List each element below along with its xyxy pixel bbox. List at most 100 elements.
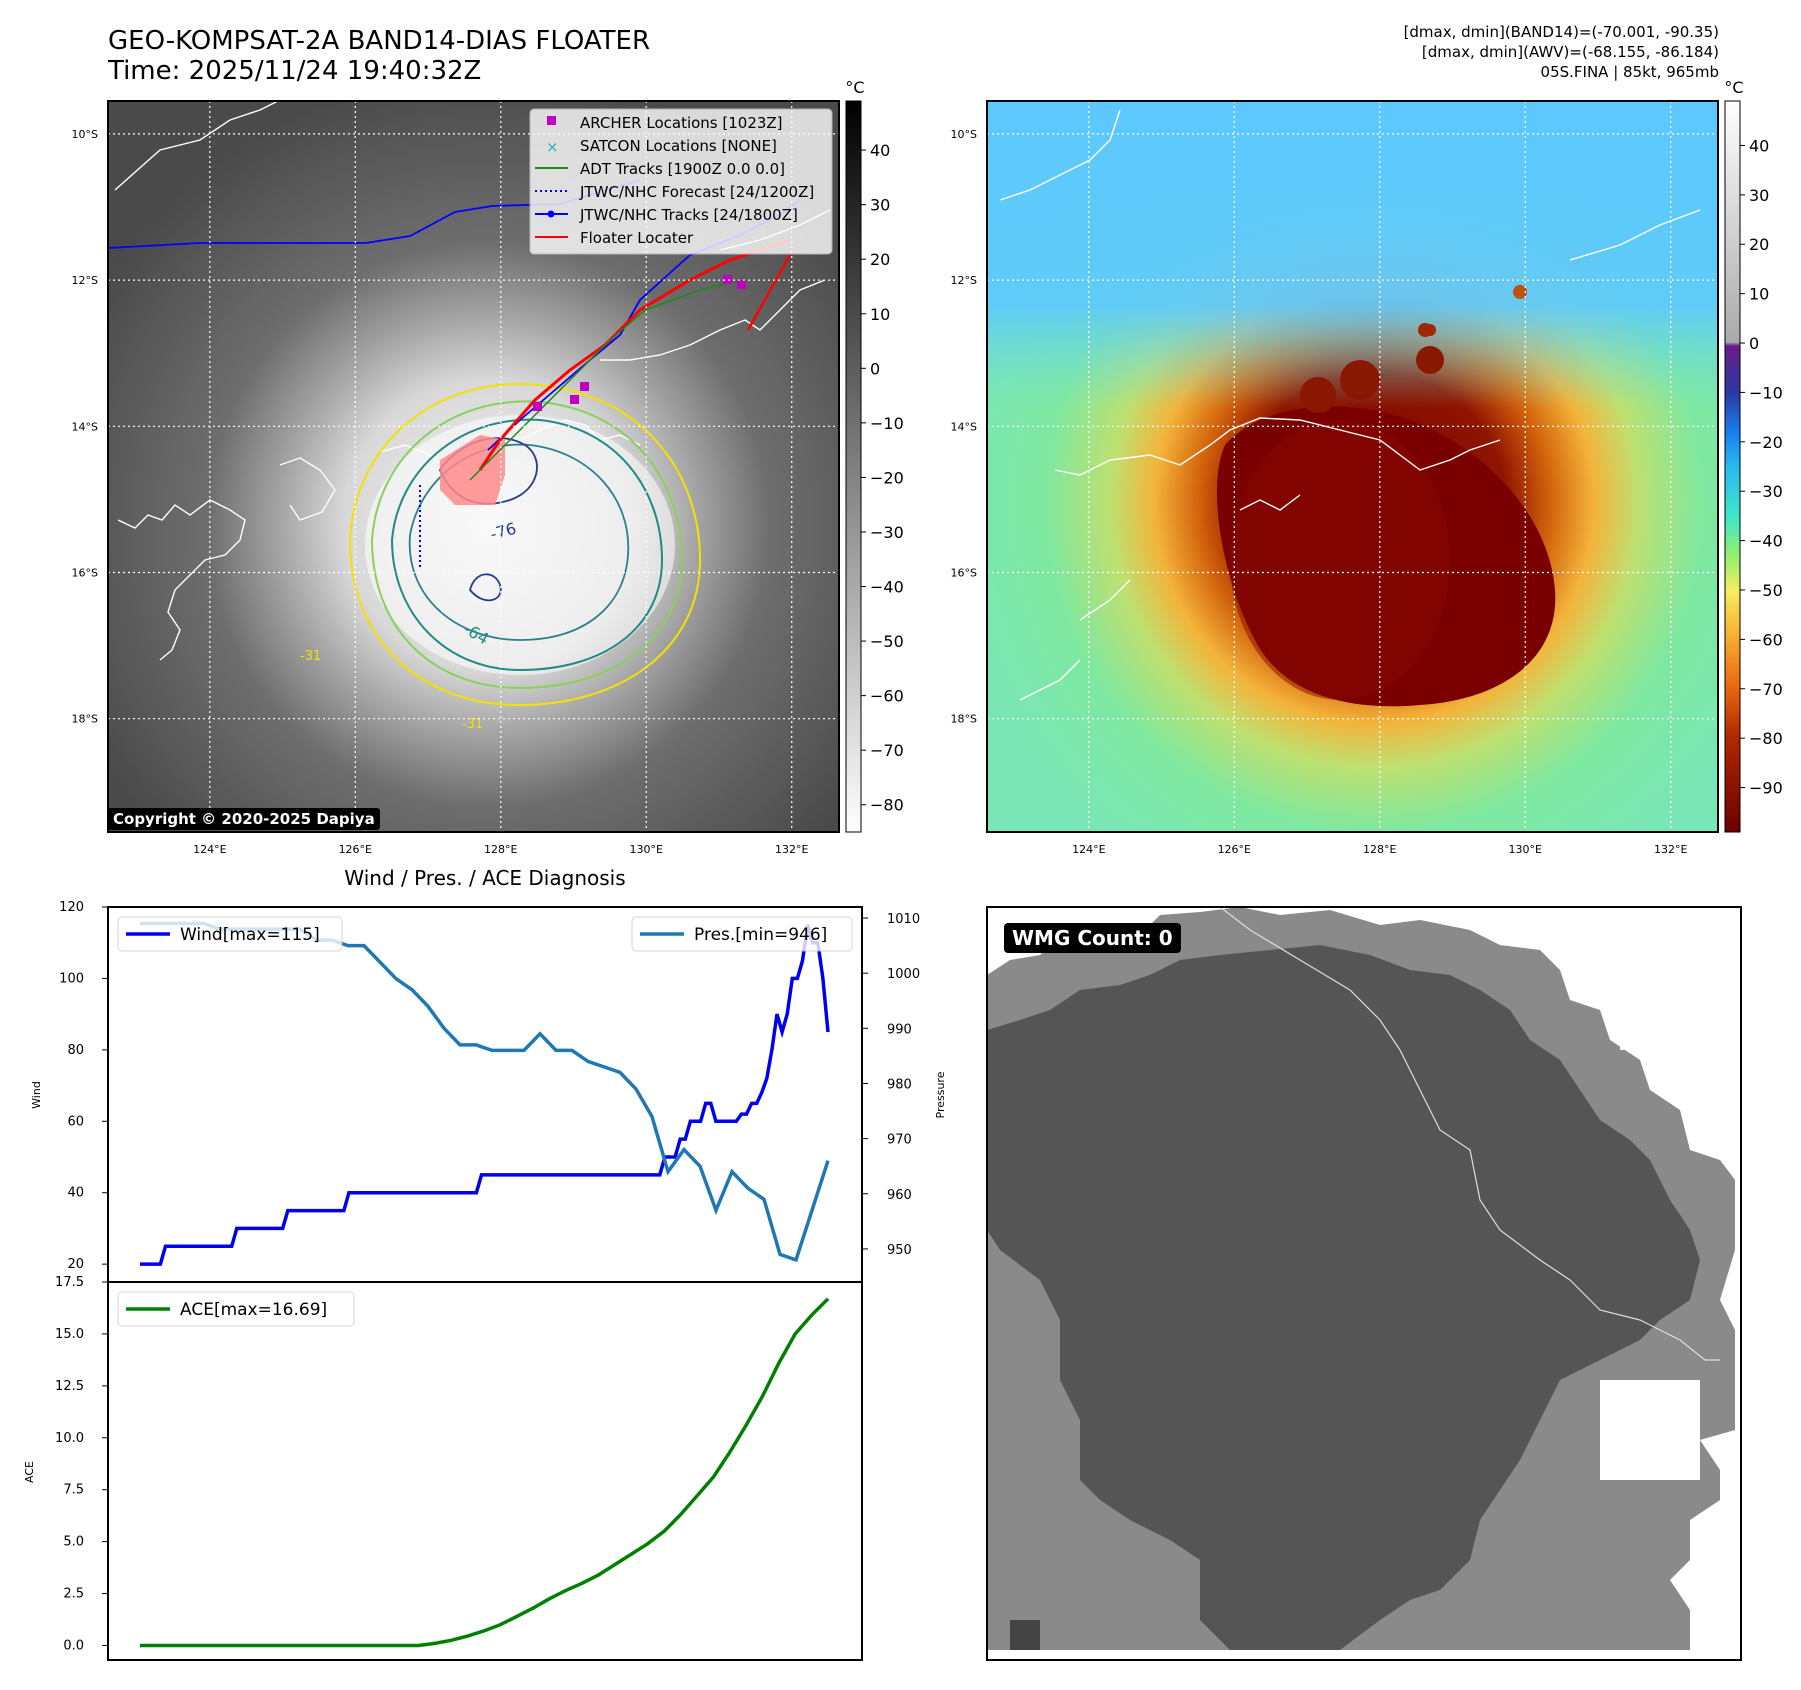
wind-tick-label: 120 <box>59 900 84 915</box>
ace-tick-label: 17.5 <box>55 1275 84 1290</box>
colorbar-tick-label: 20 <box>1749 235 1769 254</box>
wind-pressure-frame <box>107 906 863 1283</box>
colorbar-tick-label: 40 <box>1749 136 1769 155</box>
wmg-frame <box>986 906 1742 1661</box>
info-line-3: 05S.FINA | 85kt, 965mb <box>1540 63 1719 81</box>
wind-legend-label: Wind[max=115] <box>180 925 320 945</box>
wind-tick-label: 20 <box>67 1257 84 1272</box>
ir-contour-inner <box>390 418 664 672</box>
colorbar-tick-label: 30 <box>1749 186 1769 205</box>
awv-map-frame <box>986 100 1719 833</box>
ir-map-panel: -76 -64 -31 -31 10°S12°S14°S16°S18°S 124… <box>72 100 840 856</box>
wind-tick-label: 40 <box>67 1186 84 1201</box>
pressure-tick-label: 970 <box>887 1133 912 1148</box>
archer-location-marker <box>723 275 732 284</box>
legend-archer-label: ARCHER Locations [1023Z] <box>580 114 783 132</box>
legend-track-label: JTWC/NHC Tracks [24/1800Z] <box>579 206 798 224</box>
lat-tick-label: 10°S <box>951 128 977 141</box>
ace-series-line <box>140 1297 830 1648</box>
wmg-clear-patch <box>1620 990 1700 1050</box>
wmg-dark-region <box>987 945 1700 1650</box>
awv-coastline <box>999 109 1701 701</box>
lat-tick-label: 10°S <box>72 128 98 141</box>
awv-map-panel: 10°S 12°S 14°S 16°S 18°S 124°E 126°E 128°E 130°… <box>951 100 1719 856</box>
legend-adt-label: ADT Tracks [1900Z 0.0 0.0] <box>580 160 785 178</box>
wmg-coastline <box>1219 906 1720 1361</box>
colorbar-tick-label: −60 <box>870 687 904 706</box>
pressure-tick-label: 950 <box>887 1243 912 1258</box>
lon-tick-label: 128°E <box>1363 843 1396 856</box>
wind-legend: Wind[max=115] <box>117 916 343 952</box>
band14-colorbar: °C 40 30 20 10 0 −10 −20 −30 −40 −50 −60 −70 −80 <box>845 78 904 833</box>
title-line-2: Time: 2025/11/24 19:40:32Z <box>108 56 482 86</box>
awv-convective-blob <box>1513 285 1527 299</box>
lat-tick-label: 14°S <box>951 420 977 433</box>
archer-location-marker <box>570 395 579 404</box>
ace-tick-label: 12.5 <box>55 1379 84 1394</box>
lat-tick-label: 12°S <box>951 274 977 287</box>
colorbar-tick-label: −50 <box>1749 581 1783 600</box>
ir-contour-mid <box>370 400 684 690</box>
title-line-1: GEO-KOMPSAT-2A BAND14-DIAS FLOATER <box>108 26 651 56</box>
awv-convective-blob <box>1340 360 1380 400</box>
lon-tick-label: 132°E <box>775 843 808 856</box>
ace-legend-label: ACE[max=16.69] <box>180 1300 327 1320</box>
pressure-legend-box <box>631 916 853 952</box>
wind-series-line <box>140 924 830 1266</box>
ace-tick-label: 2.5 <box>63 1587 84 1602</box>
ace-legend-box <box>117 1291 355 1327</box>
ace-tick-label: 0.0 <box>63 1638 84 1653</box>
lat-tick-label: 16°S <box>951 566 977 579</box>
colorbar-tick-label: 40 <box>870 141 890 160</box>
wmg-clear-patch <box>1600 1380 1700 1480</box>
wind-legend-box <box>117 916 343 952</box>
ace-tick-label: 5.0 <box>63 1535 84 1550</box>
lat-tick-label: 18°S <box>951 713 977 726</box>
pressure-legend: Pres.[min=946] <box>631 916 853 952</box>
lon-tick-label: 128°E <box>484 843 517 856</box>
ace-tick-label: 15.0 <box>55 1327 84 1342</box>
pressure-axis-label: Pressure <box>934 1071 947 1118</box>
colorbar-tick-label: −40 <box>870 578 904 597</box>
ir-contour-label-31b: -31 <box>462 717 483 732</box>
colorbar-tick-label: 10 <box>870 305 890 324</box>
ace-frame <box>107 1281 863 1661</box>
colorbar-tick-label: 30 <box>870 196 890 215</box>
awv-convective-blob <box>1424 324 1436 336</box>
wind-axis-label: Wind <box>30 1081 43 1109</box>
colorbar-tick-label: −60 <box>1749 630 1783 649</box>
ace-axis-label: ACE <box>23 1461 36 1483</box>
colorbar-tick-label: −30 <box>1749 482 1783 501</box>
pressure-tick-label: 990 <box>887 1022 912 1037</box>
ace-tick-label: 7.5 <box>63 1483 84 1498</box>
lat-tick-label: 18°S <box>72 713 98 726</box>
lon-tick-label: 126°E <box>1218 843 1251 856</box>
band14-colorbar-unit: °C <box>845 78 864 97</box>
wmg-count-badge: WMG Count: 0 <box>1004 923 1181 953</box>
archer-location-marker <box>737 280 746 289</box>
wind-pressure-chart: 120 100 80 60 40 20 1010 1000 990 980 970 960 950 W… <box>30 900 947 1283</box>
wind-tick-label: 60 <box>67 1114 84 1129</box>
ace-legend: ACE[max=16.69] <box>117 1291 355 1327</box>
colorbar-tick-label: −20 <box>1749 433 1783 452</box>
colorbar-tick-label: 0 <box>1749 334 1759 353</box>
awv-convective-blob <box>1416 346 1444 374</box>
colorbar-tick-label: −50 <box>870 632 904 651</box>
wind-tick-label: 100 <box>59 971 84 986</box>
lon-tick-label: 124°E <box>1072 843 1105 856</box>
ir-contour-label-31a: -31 <box>300 649 321 664</box>
lat-tick-label: 16°S <box>72 566 98 579</box>
lon-tick-label: 132°E <box>1654 843 1687 856</box>
ace-chart: 17.5 15.0 12.5 10.0 7.5 5.0 2.5 0.0 ACE ACE[max… <box>23 1275 863 1661</box>
colorbar-tick-label: −20 <box>870 468 904 487</box>
pressure-tick-label: 1000 <box>887 967 920 982</box>
colorbar-tick-label: −90 <box>1749 779 1783 798</box>
colorbar-tick-label: 0 <box>870 359 880 378</box>
lon-tick-label: 130°E <box>630 843 663 856</box>
ace-tick-label: 10.0 <box>55 1431 84 1446</box>
copyright-badge: Copyright © 2020-2025 Dapiya <box>108 808 380 830</box>
colorbar-tick-label: −80 <box>870 796 904 815</box>
colorbar-tick-label: −70 <box>870 741 904 760</box>
awv-colorbar-unit: °C <box>1724 78 1743 97</box>
